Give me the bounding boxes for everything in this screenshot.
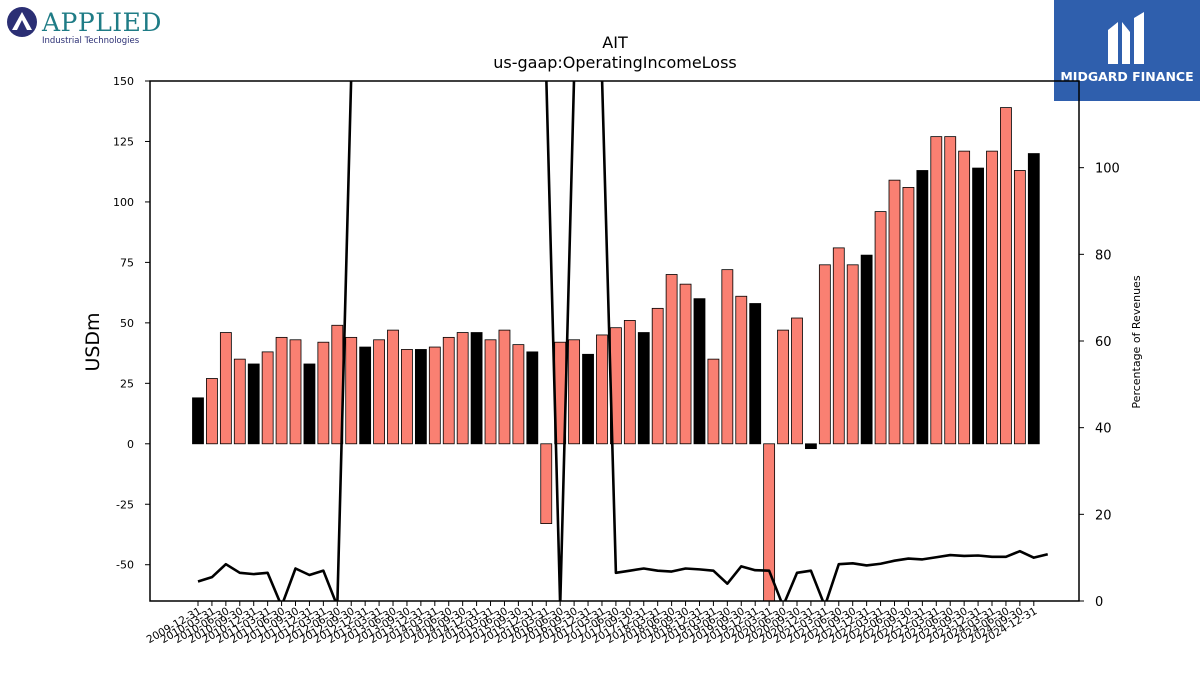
bar <box>777 329 789 445</box>
bar <box>846 264 859 445</box>
bar <box>832 247 845 445</box>
chart-title: AIT <box>602 33 628 52</box>
bar <box>442 336 455 445</box>
y2-tick-label: 20 <box>1095 508 1112 523</box>
bar <box>401 349 413 445</box>
bar <box>623 320 636 445</box>
ratio-line <box>197 81 1049 601</box>
bar <box>944 136 957 445</box>
bar <box>791 317 803 445</box>
bar <box>958 150 971 445</box>
bar <box>721 269 734 445</box>
bar <box>484 339 497 445</box>
bar <box>596 334 608 445</box>
y-tick-label: -50 <box>116 559 134 572</box>
bar <box>749 303 762 445</box>
applied-emblem-icon <box>7 7 37 37</box>
bar <box>860 254 873 445</box>
bar <box>651 307 664 445</box>
bar <box>456 332 469 445</box>
bar <box>247 363 260 445</box>
ratio-series-line <box>197 81 1049 601</box>
bar <box>373 339 385 445</box>
bar <box>428 346 441 445</box>
bar <box>888 179 901 445</box>
bar <box>637 332 650 445</box>
bar <box>679 283 692 445</box>
bar <box>526 351 539 445</box>
y2-tick-label: 80 <box>1095 248 1112 263</box>
bars <box>192 107 1040 602</box>
bar <box>289 339 302 445</box>
bar <box>818 264 831 445</box>
chart-subtitle: us-gaap:OperatingIncomeLoss <box>493 53 737 72</box>
bar <box>317 341 330 445</box>
y-tick-label: 50 <box>120 317 134 330</box>
y-tick-label: 100 <box>113 196 134 209</box>
bar <box>261 351 274 445</box>
bar <box>275 336 288 445</box>
applied-logo-sub: Industrial Technologies <box>42 36 140 46</box>
midgard-emblem-icon <box>1108 12 1144 64</box>
bar <box>206 378 218 445</box>
midgard-logo: MIDGARD FINANCE <box>1054 0 1200 101</box>
bar <box>874 211 887 445</box>
bar <box>233 358 246 445</box>
bar <box>665 274 678 445</box>
bar <box>582 353 594 445</box>
bar <box>470 332 483 445</box>
y2-tick-label: 60 <box>1095 335 1112 350</box>
y-tick-label: 0 <box>127 438 134 451</box>
bar <box>512 344 525 445</box>
y-axis-label: USDm <box>82 312 104 371</box>
y-tick-label: 150 <box>113 75 134 88</box>
bar <box>540 443 553 525</box>
applied-logo: APPLIED Industrial Technologies <box>6 6 166 50</box>
bar <box>1000 107 1012 445</box>
bar <box>359 346 372 445</box>
bar <box>414 349 427 445</box>
bar <box>387 329 399 445</box>
y-tick-label: 125 <box>113 135 134 148</box>
axes: -50-2502550751001251500204060801002009-1… <box>113 75 1120 646</box>
bar <box>1027 153 1040 445</box>
bar <box>192 397 204 445</box>
y2-axis-label: Percentage of Revenues <box>1130 275 1143 408</box>
bar <box>930 136 943 445</box>
y2-tick-label: 100 <box>1095 162 1120 177</box>
bar <box>735 295 748 445</box>
midgard-logo-name: MIDGARD FINANCE <box>1060 69 1194 84</box>
bar <box>916 170 929 445</box>
y2-tick-label: 40 <box>1095 422 1112 437</box>
bar <box>707 358 720 445</box>
y-tick-label: 75 <box>120 256 134 269</box>
y-tick-label: 25 <box>120 377 134 390</box>
bar <box>219 332 232 445</box>
bar <box>693 298 706 445</box>
bar <box>568 339 581 445</box>
applied-logo-name: APPLIED <box>42 8 162 37</box>
bar <box>1013 170 1026 445</box>
y2-tick-label: 0 <box>1095 595 1103 610</box>
bar <box>972 167 984 445</box>
bar <box>498 329 511 445</box>
bar <box>986 150 998 445</box>
y-tick-label: -25 <box>116 498 134 511</box>
bar <box>345 336 358 445</box>
bar <box>805 443 817 450</box>
bar <box>303 363 316 445</box>
bar <box>902 187 915 445</box>
